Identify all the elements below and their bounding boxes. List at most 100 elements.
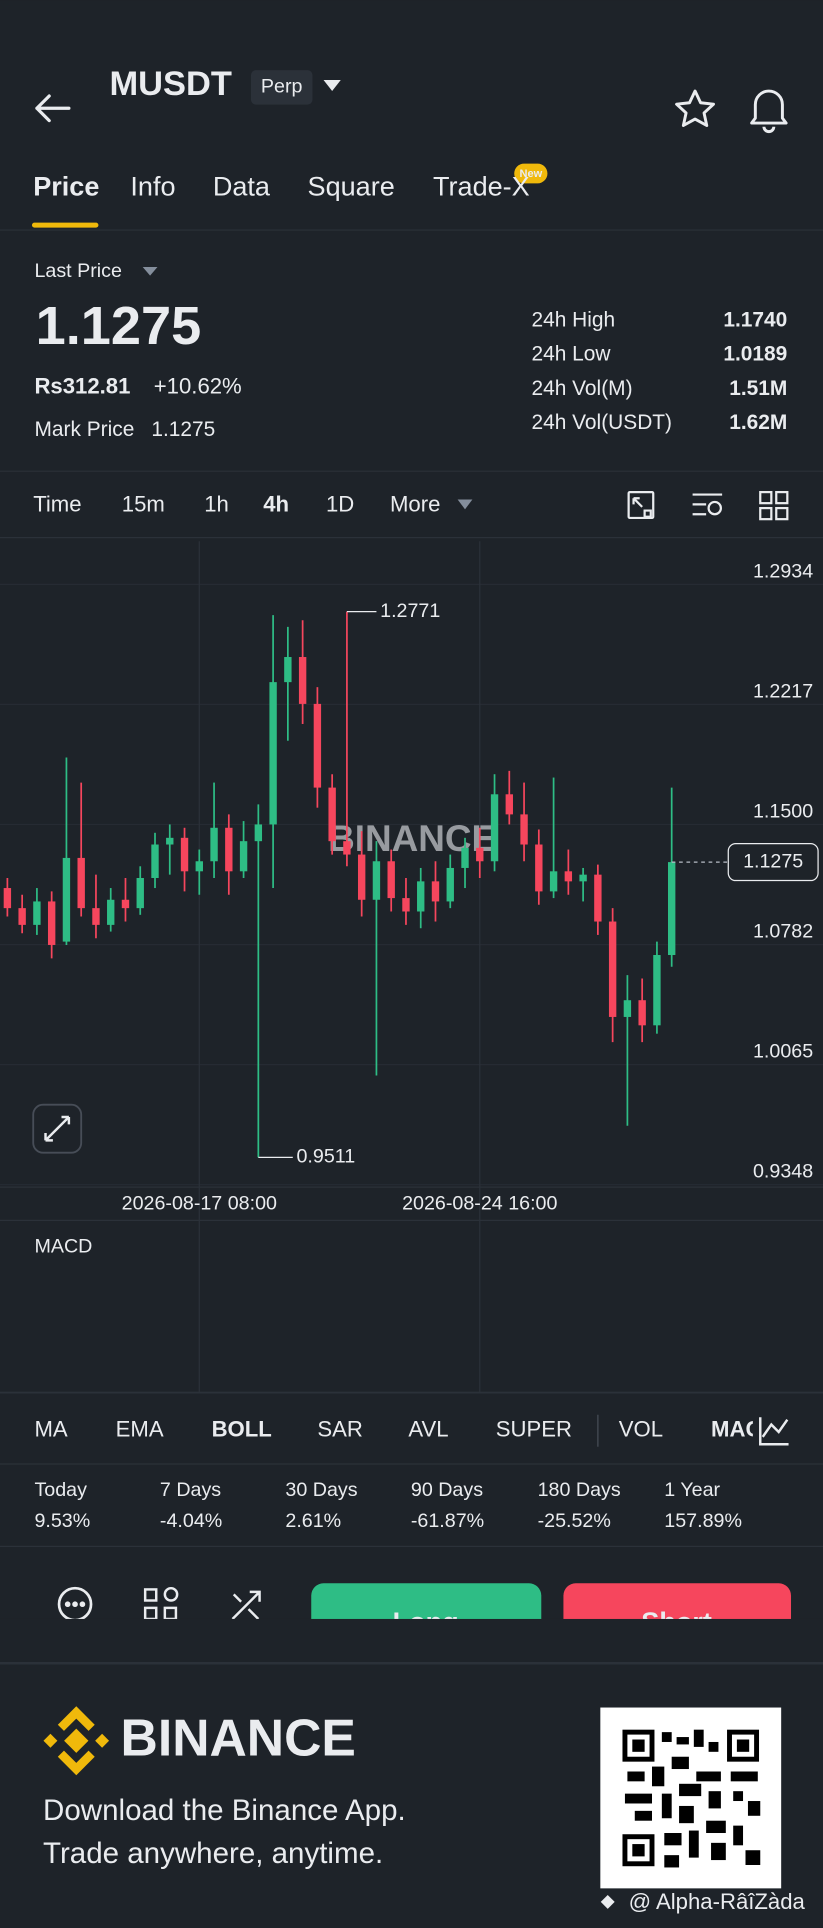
tab[interactable]: Data [213, 171, 271, 201]
expand-button[interactable] [32, 1103, 83, 1154]
x-tick-label: 2026-08-17 08:00 [122, 1193, 277, 1215]
timeframe[interactable]: 15m [122, 491, 165, 516]
short-label[interactable]: Short [641, 1607, 712, 1637]
indicator-tab[interactable]: MACD [711, 1417, 777, 1442]
candle-body [121, 899, 130, 909]
symbol-dropdown[interactable] [323, 79, 341, 92]
indicator-settings-icon[interactable] [759, 1417, 789, 1446]
return-value: 157.89% [664, 1510, 742, 1532]
price-change: +10.62% [154, 373, 242, 398]
grid-icon[interactable] [143, 1586, 179, 1621]
stat-label: 24h High [531, 309, 615, 332]
indicator-tab[interactable]: AVL [408, 1417, 448, 1442]
indicator-tab[interactable]: SAR [317, 1417, 363, 1442]
candle-body [77, 857, 85, 909]
tab[interactable]: Trade-X [433, 171, 530, 201]
y-tick-label: 1.0065 [753, 1041, 813, 1063]
favorite-icon[interactable] [675, 89, 715, 127]
indicator-tab[interactable]: BOLL [212, 1417, 272, 1442]
timeframe[interactable]: More [390, 491, 440, 516]
candle-body [313, 703, 322, 788]
mark-price-value: 1.1275 [151, 418, 215, 441]
y-tick-label: 1.0782 [753, 921, 813, 943]
screen-edge [0, 1618, 823, 1664]
candle-body [490, 794, 499, 862]
candle-body [239, 841, 248, 872]
indicator-tab[interactable]: EMA [116, 1417, 164, 1442]
stat-value: 1.62M [729, 411, 787, 434]
long-label[interactable]: Long [393, 1607, 459, 1637]
candle-body [92, 908, 100, 925]
candle-body [446, 867, 454, 902]
indicator-tab[interactable]: SUPER [496, 1417, 572, 1442]
timeframe[interactable]: 1D [326, 491, 354, 516]
candle-body [549, 871, 558, 892]
short-button[interactable] [563, 1583, 792, 1657]
timeframe[interactable]: 1h [204, 491, 229, 516]
candle-body [579, 874, 587, 882]
binance-logo [43, 1706, 110, 1776]
stat-value: 1.51M [729, 377, 787, 400]
candle-body [195, 861, 203, 872]
tab[interactable]: Info [130, 171, 175, 201]
return-period: Today [34, 1479, 87, 1501]
candle-body [328, 787, 336, 842]
trade-icon[interactable] [231, 1590, 261, 1620]
tab[interactable]: Square [308, 171, 395, 201]
candle-body [461, 847, 469, 868]
low-label: 0.9511 [296, 1146, 355, 1168]
back-button[interactable] [35, 94, 71, 123]
footer-line: Trade anywhere, anytime. [43, 1837, 383, 1870]
candle-body [225, 827, 233, 872]
candles [3, 611, 676, 1158]
timeframe[interactable]: 4h [263, 491, 289, 516]
stat-label: 24h Vol(USDT) [531, 411, 672, 434]
timeframe[interactable]: Time [33, 491, 81, 516]
indicator-tab[interactable]: MA [34, 1417, 67, 1442]
tab[interactable]: Price [33, 171, 99, 201]
candle-body [608, 921, 617, 1017]
candle-body [180, 837, 189, 872]
candle-body [564, 871, 573, 882]
indicator-tabs: MA EMA BOLL SAR AVL SUPER VOL MACD [34, 1417, 777, 1442]
return-period: 30 Days [285, 1479, 357, 1501]
return-value: -61.87% [411, 1510, 484, 1532]
last-price: 1.1275 [36, 296, 202, 356]
active-tab-indicator [31, 222, 99, 228]
candle-body [269, 682, 277, 825]
chart-tool-icons[interactable] [627, 490, 789, 521]
high-label: 1.2771 [380, 600, 440, 622]
candle-body [284, 657, 292, 683]
return-value: 9.53% [34, 1510, 90, 1532]
mark-price-label: Mark Price [34, 418, 134, 441]
stat-value: 1.1740 [723, 309, 787, 332]
y-tick-label: 1.2934 [753, 560, 813, 582]
y-tick-label: 0.9348 [753, 1161, 813, 1183]
return-period: 7 Days [160, 1479, 221, 1501]
candle-body [210, 827, 218, 862]
candle-body [594, 874, 602, 922]
last-price-dropdown[interactable] [142, 266, 158, 276]
perp-badge [250, 70, 313, 105]
candle-body [166, 837, 174, 845]
last-price-tag: 1.1275 [743, 850, 803, 872]
long-button[interactable] [311, 1583, 542, 1657]
candle-body [47, 901, 56, 945]
notification-icon[interactable] [750, 89, 788, 134]
return-period: 180 Days [538, 1479, 621, 1501]
return-period: 1 Year [664, 1479, 720, 1501]
candle-body [62, 857, 71, 942]
candle-body [505, 794, 513, 815]
candle-body [151, 844, 159, 879]
indicator-tab[interactable]: VOL [619, 1417, 663, 1442]
candle-body [3, 888, 12, 909]
y-tick-label: 1.1500 [753, 800, 813, 822]
y-tick-label: 1.2217 [753, 680, 813, 702]
last-price-box [727, 843, 819, 882]
more-dropdown[interactable] [457, 499, 473, 510]
return-value: 2.61% [285, 1510, 341, 1532]
new-badge-label: New [519, 168, 542, 180]
candle-body [535, 844, 543, 892]
candle-body [417, 881, 425, 912]
